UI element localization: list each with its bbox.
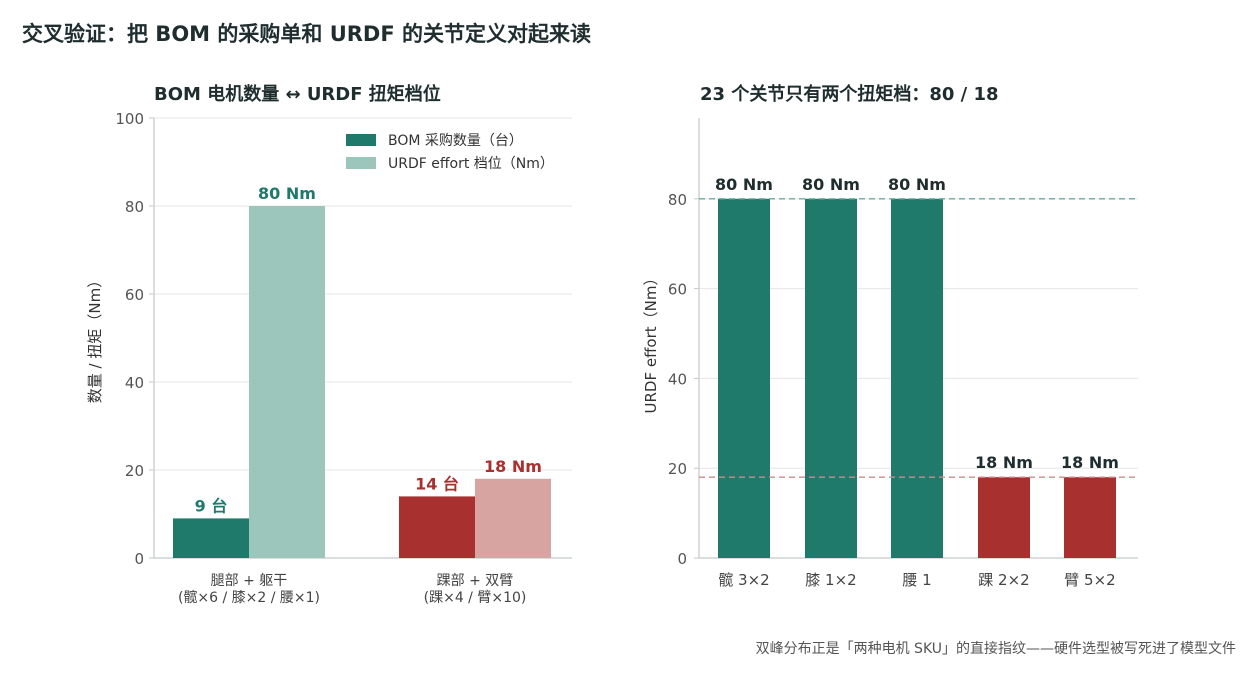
y-axis-label: URDF effort（Nm） <box>642 271 660 414</box>
x-tick-label: 腿部 + 躯干 <box>211 573 288 589</box>
data-label: 18 Nm <box>1061 453 1119 472</box>
y-tick-label: 40 <box>668 370 687 388</box>
data-label: 80 Nm <box>888 175 946 194</box>
legend-swatch <box>346 157 376 169</box>
y-tick-label: 60 <box>668 281 687 299</box>
right-chart-title: 23 个关节只有两个扭矩档：80 / 18 <box>700 84 999 105</box>
y-tick-label: 0 <box>134 550 144 568</box>
data-label: 18 Nm <box>975 453 1033 472</box>
data-label: 9 台 <box>195 496 228 515</box>
bar <box>978 477 1030 558</box>
data-label: 18 Nm <box>484 457 542 476</box>
y-tick-label: 60 <box>125 286 144 304</box>
x-tick-label: 腰 1 <box>902 571 931 589</box>
x-tick-label: 踝部 + 双臂 <box>437 573 514 589</box>
y-tick-label: 0 <box>677 550 687 568</box>
legend-label: URDF effort 档位（Nm） <box>388 156 554 172</box>
y-tick-label: 80 <box>668 191 687 209</box>
y-tick-label: 100 <box>115 110 144 128</box>
bar <box>805 198 857 558</box>
y-tick-label: 40 <box>125 374 144 392</box>
y-tick-label: 20 <box>125 462 144 480</box>
bar <box>891 198 943 558</box>
x-tick-label: 踝 2×2 <box>978 571 1029 589</box>
x-tick-label: 臂 5×2 <box>1064 571 1115 589</box>
data-label: 14 台 <box>415 474 459 493</box>
bar <box>718 198 770 558</box>
x-tick-sublabel: (髋×6 / 膝×2 / 腰×1) <box>178 589 320 606</box>
left-chart-title: BOM 电机数量 ↔ URDF 扭矩档位 <box>154 84 441 105</box>
y-tick-label: 80 <box>125 198 144 216</box>
bar <box>399 496 475 558</box>
page-title: 交叉验证：把 BOM 的采购单和 URDF 的关节定义对起来读 <box>22 22 591 46</box>
legend-label: BOM 采购数量（台） <box>388 133 523 149</box>
data-label: 80 Nm <box>802 175 860 194</box>
legend-swatch <box>346 134 376 146</box>
data-label: 80 Nm <box>715 175 773 194</box>
x-tick-label: 膝 1×2 <box>805 571 856 589</box>
right-chart: 0 20 40 60 80 URDF effort（Nm） 80 Nm 髋 3×2 80 Nm 膝… <box>642 118 1138 589</box>
footnote: 双峰分布正是「两种电机 SKU」的直接指纹——硬件选型被写死进了模型文件 <box>755 641 1236 657</box>
x-tick-label: 髋 3×2 <box>718 571 769 589</box>
left-chart: 0 20 40 60 80 100 数量 / 扭矩（Nm） 9 台 80 Nm 腿部 + 躯干(髋… <box>86 110 572 606</box>
bar <box>475 478 551 558</box>
y-tick-label: 20 <box>668 460 687 478</box>
data-label: 80 Nm <box>258 184 316 203</box>
bar <box>173 518 249 558</box>
x-tick-sublabel: (踝×4 / 臂×10) <box>424 590 527 606</box>
bar <box>1064 477 1116 558</box>
bar <box>249 206 325 558</box>
y-axis-label: 数量 / 扭矩（Nm） <box>86 273 104 403</box>
